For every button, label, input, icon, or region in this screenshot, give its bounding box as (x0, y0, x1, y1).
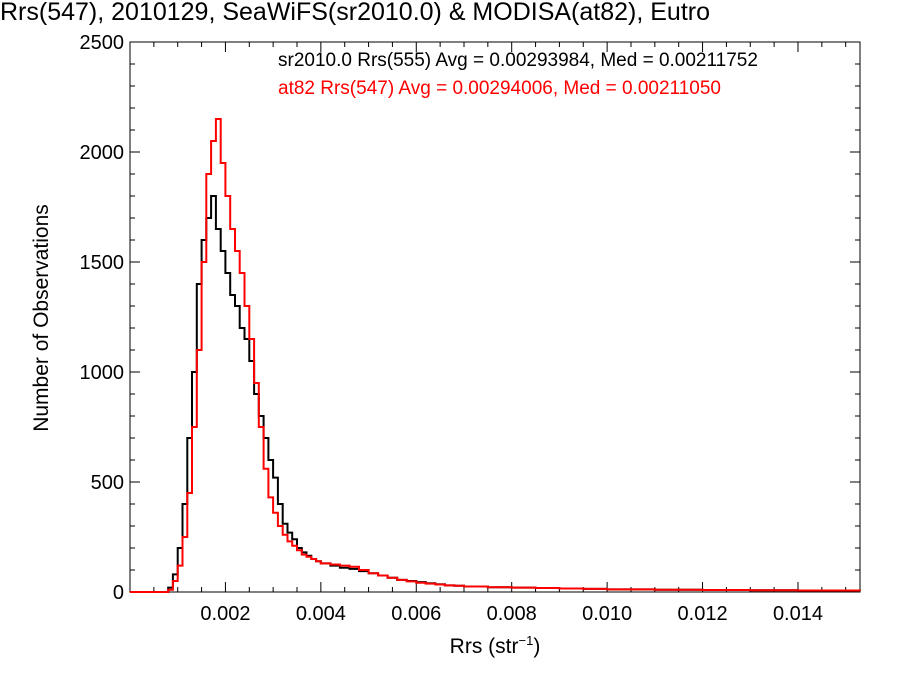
x-axis-label-text: Rrs (str (449, 635, 519, 658)
series-line-2 (130, 118, 861, 593)
legend-entry-series-1: sr2010.0 Rrs(555) Avg = 0.00293984, Med … (278, 50, 758, 71)
y-tick-label: 2000 (80, 142, 125, 164)
y-tick-label: 1500 (80, 252, 125, 274)
x-tick-label: 0.008 (487, 603, 537, 625)
chart-title: Rrs(547), 2010129, SeaWiFS(sr2010.0) & M… (0, 0, 711, 26)
x-axis-label-superscript: −1 (518, 633, 534, 648)
y-tick-label: 2500 (80, 32, 125, 54)
y-tick-label: 1000 (80, 362, 125, 384)
x-tick-label: 0.010 (582, 603, 632, 625)
x-tick-label: 0.014 (773, 603, 823, 625)
x-tick-label: 0.004 (296, 603, 346, 625)
plot-frame (129, 41, 861, 593)
x-tick-label: 0.006 (391, 603, 441, 625)
x-tick-label: 0.012 (678, 603, 728, 625)
x-axis-label-tail: ) (533, 635, 541, 658)
y-tick-label: 0 (113, 582, 124, 604)
y-tick-label: 500 (91, 472, 124, 494)
legend-entry-series-2: at82 Rrs(547) Avg = 0.00294006, Med = 0.… (278, 78, 721, 99)
x-tick-label: 0.002 (200, 603, 250, 625)
x-axis-label: Rrs (str−1) (450, 633, 541, 659)
